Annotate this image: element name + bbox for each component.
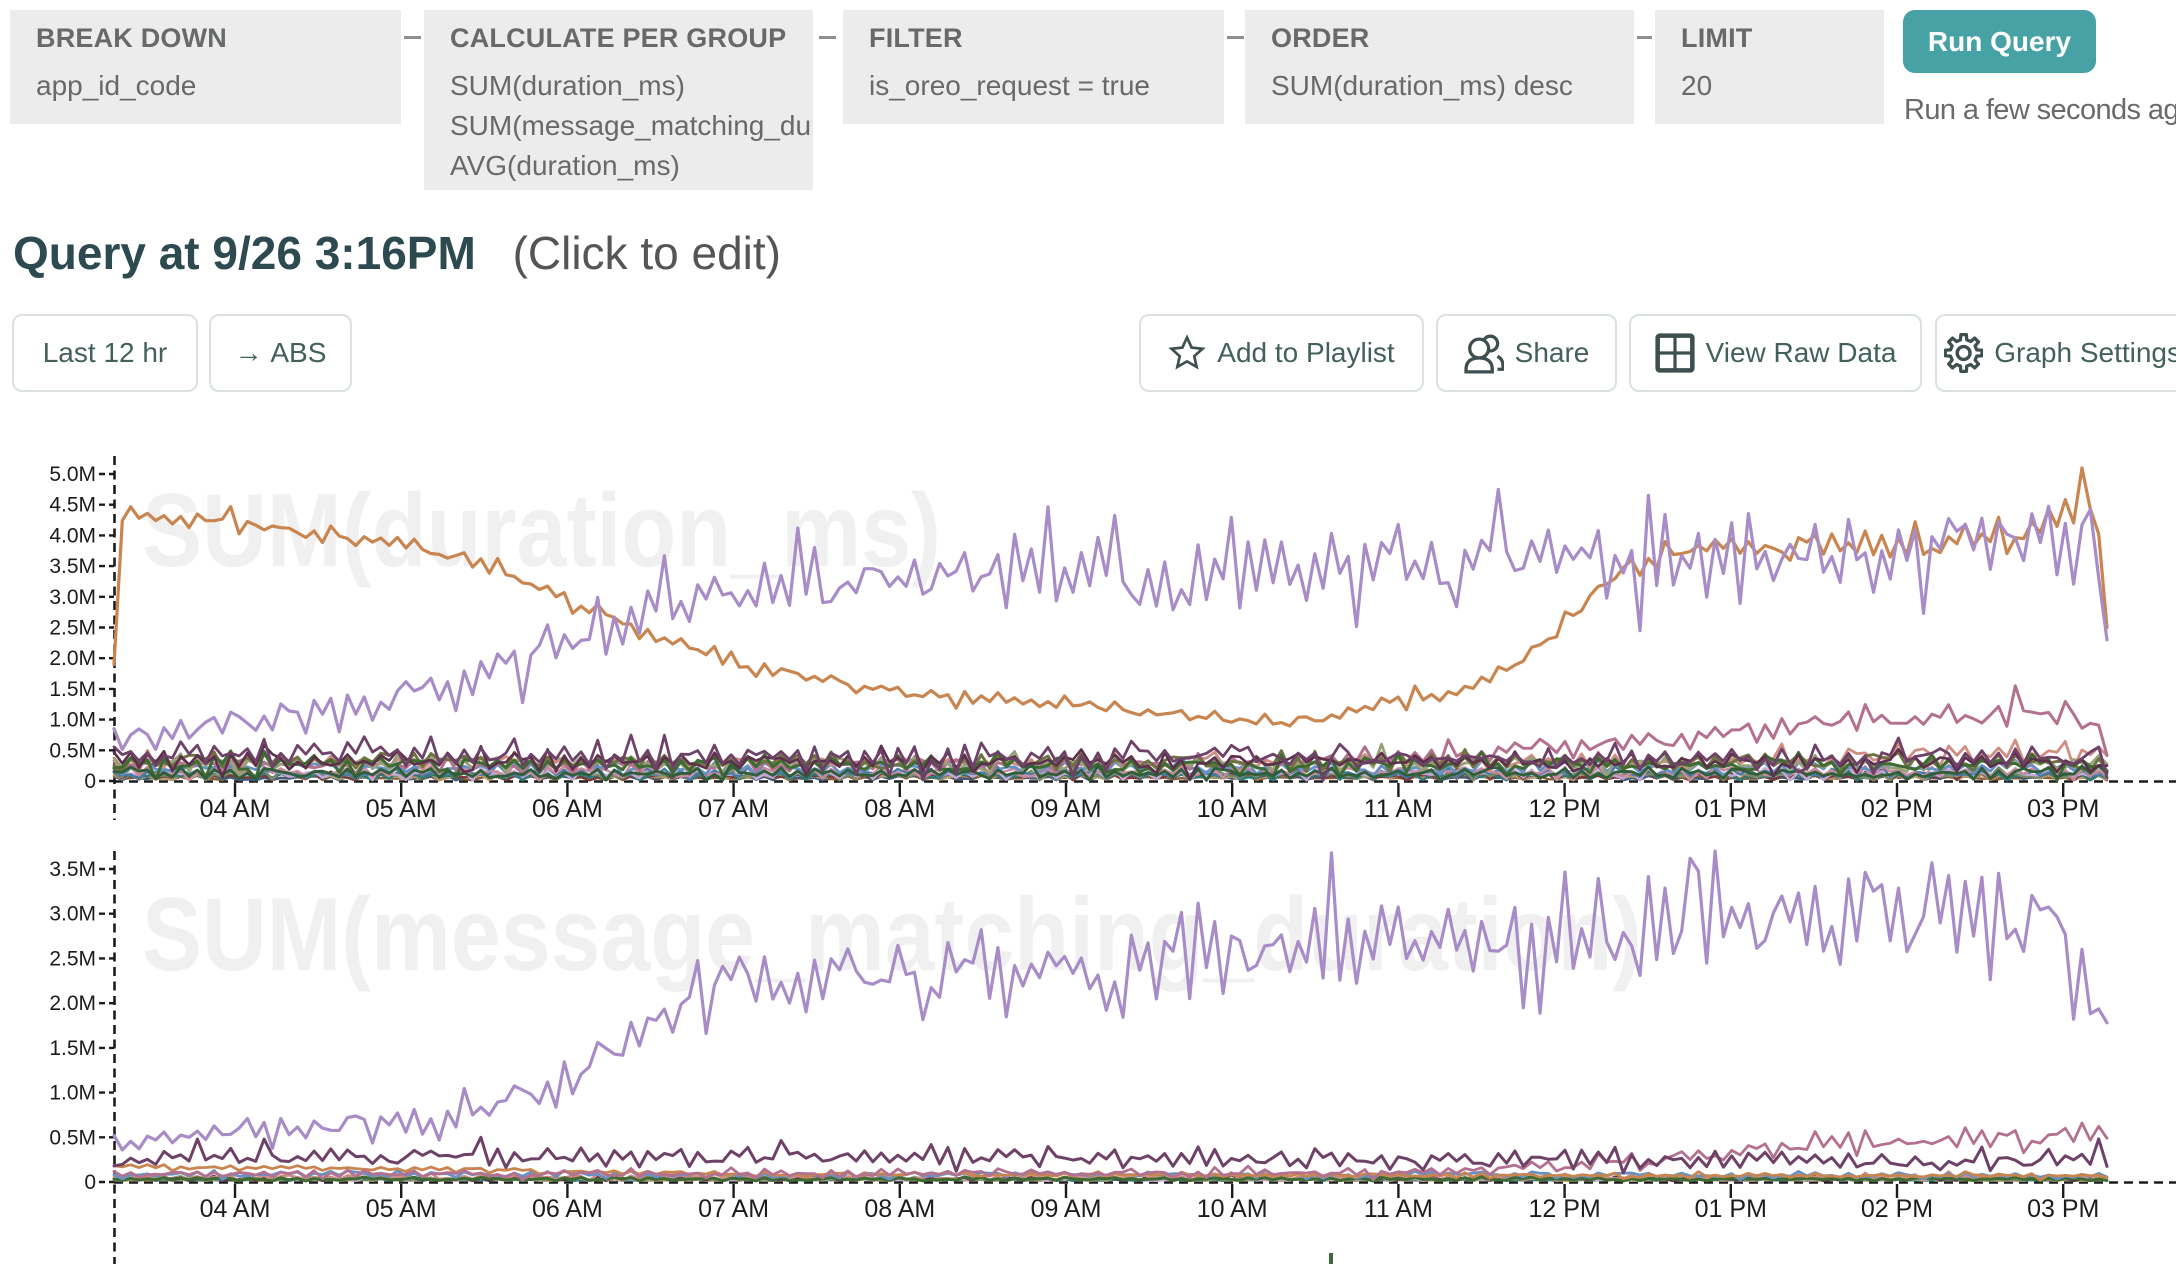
svg-text:4.0M: 4.0M — [49, 524, 96, 547]
svg-text:08 AM: 08 AM — [864, 1195, 935, 1223]
svg-text:1.0M: 1.0M — [49, 1082, 96, 1105]
svg-text:07 AM: 07 AM — [698, 795, 769, 823]
svg-text:04 AM: 04 AM — [200, 1195, 271, 1223]
svg-text:0: 0 — [84, 770, 96, 793]
svg-text:05 AM: 05 AM — [366, 1195, 437, 1223]
svg-text:2.5M: 2.5M — [49, 617, 96, 640]
svg-text:1.5M: 1.5M — [49, 678, 96, 701]
svg-text:3.5M: 3.5M — [49, 858, 96, 881]
svg-text:02 PM: 02 PM — [1861, 1195, 1933, 1223]
svg-text:3.5M: 3.5M — [49, 555, 96, 578]
svg-text:03 PM: 03 PM — [2027, 795, 2099, 823]
svg-text:12 PM: 12 PM — [1528, 1195, 1600, 1223]
svg-text:05 AM: 05 AM — [366, 795, 437, 823]
svg-text:07 AM: 07 AM — [698, 1195, 769, 1223]
svg-text:2.0M: 2.0M — [49, 647, 96, 670]
svg-text:2.0M: 2.0M — [49, 992, 96, 1015]
svg-text:4.5M: 4.5M — [49, 494, 96, 517]
svg-text:0.5M: 0.5M — [49, 1126, 96, 1149]
svg-text:03 PM: 03 PM — [2027, 1195, 2099, 1223]
svg-text:04 AM: 04 AM — [200, 795, 271, 823]
svg-text:SUM(duration_ms): SUM(duration_ms) — [142, 473, 941, 589]
svg-text:01 PM: 01 PM — [1695, 1195, 1767, 1223]
svg-text:06 AM: 06 AM — [532, 795, 603, 823]
svg-text:11 AM: 11 AM — [1364, 1195, 1433, 1223]
svg-text:09 AM: 09 AM — [1031, 795, 1102, 823]
svg-text:1.5M: 1.5M — [49, 1037, 96, 1060]
svg-text:08 AM: 08 AM — [864, 795, 935, 823]
svg-text:01 PM: 01 PM — [1695, 795, 1767, 823]
svg-text:3.0M: 3.0M — [49, 903, 96, 926]
svg-text:12 PM: 12 PM — [1528, 795, 1600, 823]
svg-text:3.0M: 3.0M — [49, 586, 96, 609]
svg-text:0.5M: 0.5M — [49, 739, 96, 762]
svg-text:5.0M: 5.0M — [49, 463, 96, 486]
svg-text:10 AM: 10 AM — [1197, 1195, 1268, 1223]
svg-text:02 PM: 02 PM — [1861, 795, 1933, 823]
svg-text:11 AM: 11 AM — [1364, 795, 1433, 823]
svg-text:06 AM: 06 AM — [532, 1195, 603, 1223]
svg-text:2.5M: 2.5M — [49, 947, 96, 970]
svg-text:09 AM: 09 AM — [1031, 1195, 1102, 1223]
svg-text:10 AM: 10 AM — [1197, 795, 1268, 823]
svg-text:1.0M: 1.0M — [49, 709, 96, 732]
svg-text:0: 0 — [84, 1171, 96, 1194]
